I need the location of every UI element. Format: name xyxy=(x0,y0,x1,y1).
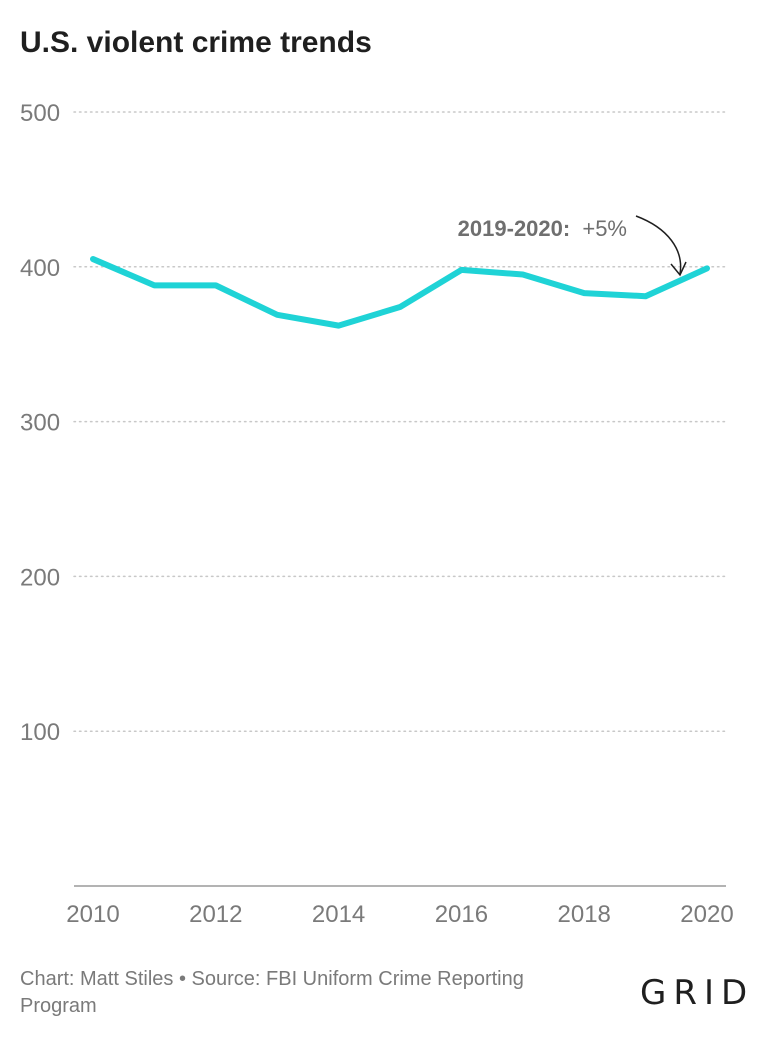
y-axis-ticks: 100 200 300 400 500 xyxy=(20,100,60,746)
x-tick-label: 2012 xyxy=(189,901,242,928)
annotation-value: +5% xyxy=(582,216,627,241)
y-tick-label: 500 xyxy=(20,100,60,127)
x-tick-label: 2018 xyxy=(558,901,611,928)
annotation: 2019-2020: +5% xyxy=(458,215,687,277)
chart-title: U.S. violent crime trends xyxy=(20,26,372,59)
y-tick-label: 300 xyxy=(20,410,60,437)
separator-dot: • xyxy=(178,968,186,990)
grid-logo: GRID xyxy=(640,973,755,1013)
source-text: Source: FBI Uniform Crime Reporting Prog… xyxy=(20,968,524,1017)
x-tick-label: 2010 xyxy=(66,901,119,928)
x-tick-label: 2014 xyxy=(312,901,365,928)
y-tick-label: 400 xyxy=(20,255,60,282)
x-tick-label: 2016 xyxy=(435,901,488,928)
annotation-arrow xyxy=(635,215,682,275)
x-axis-ticks: 2010 2012 2014 2016 2018 2020 xyxy=(66,901,733,928)
x-tick-label: 2020 xyxy=(680,901,733,928)
series-line xyxy=(90,256,710,329)
annotation-label: 2019-2020: +5% xyxy=(458,216,627,241)
credit-text: Chart: Matt Stiles xyxy=(20,968,174,990)
grid-lines xyxy=(73,111,727,732)
y-tick-label: 200 xyxy=(20,564,60,591)
annotation-arrowhead xyxy=(670,261,687,277)
annotation-bold: 2019-2020: xyxy=(458,216,571,241)
y-tick-label: 100 xyxy=(20,719,60,746)
series xyxy=(90,256,710,329)
footer-credit: Chart: Matt Stiles • Source: FBI Uniform… xyxy=(20,966,580,1020)
